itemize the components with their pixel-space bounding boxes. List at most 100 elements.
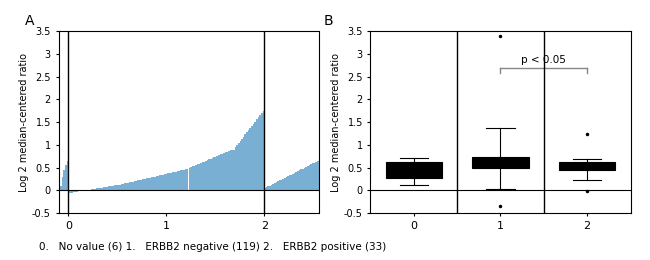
Bar (215, 157, 216, 190)
Bar (127, 183, 129, 190)
Bar (274, 183, 276, 190)
Bar (222, 154, 223, 190)
Bar (239, 141, 241, 190)
Bar (302, 168, 304, 190)
Bar (169, 173, 170, 190)
Bar (195, 165, 197, 190)
Bar (263, 111, 264, 190)
Text: B: B (324, 14, 333, 28)
Bar (194, 166, 195, 190)
Bar (65, 165, 67, 190)
Bar (297, 171, 299, 190)
Bar (172, 172, 174, 190)
Bar (141, 180, 142, 190)
Bar (111, 186, 113, 190)
Bar (179, 171, 180, 190)
Bar (226, 152, 228, 190)
Bar (312, 164, 313, 190)
Bar (210, 159, 211, 190)
Bar (96, 188, 98, 190)
Bar (296, 172, 297, 190)
Bar (75, 190, 77, 192)
Bar (70, 190, 72, 193)
Bar (124, 184, 126, 190)
Bar (105, 187, 106, 190)
Bar (146, 178, 148, 190)
Bar (164, 174, 166, 190)
Bar (282, 179, 284, 190)
Bar (106, 187, 108, 190)
Bar (182, 170, 183, 190)
Bar (309, 165, 310, 190)
Bar (72, 190, 73, 193)
Bar (126, 183, 127, 190)
Bar (142, 179, 144, 190)
Bar (139, 180, 141, 190)
Bar (161, 175, 162, 190)
Bar (60, 186, 62, 190)
Text: 0.   No value (6) 1.   ERBB2 negative (119) 2.   ERBB2 positive (33): 0. No value (6) 1. ERBB2 negative (119) … (39, 242, 386, 252)
Bar (231, 150, 233, 190)
Bar (162, 175, 164, 190)
Bar (202, 162, 203, 190)
Bar (306, 167, 307, 190)
Y-axis label: Log 2 median-centered ratio: Log 2 median-centered ratio (332, 53, 341, 192)
Bar (81, 190, 83, 191)
Bar (80, 190, 81, 191)
PathPatch shape (473, 157, 528, 168)
Bar (152, 177, 154, 190)
Bar (200, 163, 202, 190)
Bar (170, 173, 172, 190)
Bar (299, 170, 300, 190)
Bar (243, 136, 244, 190)
Bar (317, 161, 318, 190)
Bar (304, 168, 306, 190)
Bar (213, 157, 215, 190)
Bar (279, 180, 281, 190)
Bar (138, 180, 139, 190)
Bar (225, 152, 226, 190)
Bar (236, 145, 238, 190)
Bar (144, 179, 146, 190)
Bar (207, 160, 208, 190)
Bar (248, 130, 250, 190)
Bar (284, 178, 285, 190)
Bar (177, 171, 179, 190)
Bar (278, 181, 279, 190)
Bar (180, 170, 182, 190)
Bar (167, 173, 169, 190)
Bar (159, 175, 161, 190)
Bar (123, 184, 124, 190)
Bar (116, 185, 118, 190)
Text: A: A (25, 14, 34, 28)
Bar (251, 126, 253, 190)
Bar (254, 122, 256, 190)
Bar (292, 174, 294, 190)
Bar (95, 189, 96, 190)
Bar (235, 147, 236, 190)
Bar (285, 177, 287, 190)
Bar (136, 181, 138, 190)
Bar (183, 170, 185, 190)
Bar (77, 190, 78, 192)
Bar (62, 177, 64, 190)
Bar (73, 190, 75, 192)
Bar (264, 188, 266, 190)
Bar (120, 185, 121, 190)
Bar (190, 167, 192, 190)
Bar (113, 186, 114, 190)
Bar (268, 186, 269, 190)
Bar (208, 159, 210, 190)
Bar (203, 161, 205, 190)
Bar (92, 189, 93, 190)
Bar (187, 168, 188, 190)
Bar (256, 119, 257, 190)
Bar (149, 178, 151, 190)
Bar (174, 172, 176, 190)
Bar (315, 162, 317, 190)
Bar (228, 151, 229, 190)
Bar (313, 162, 315, 190)
Bar (218, 155, 220, 190)
Bar (109, 186, 111, 190)
Bar (281, 180, 282, 190)
